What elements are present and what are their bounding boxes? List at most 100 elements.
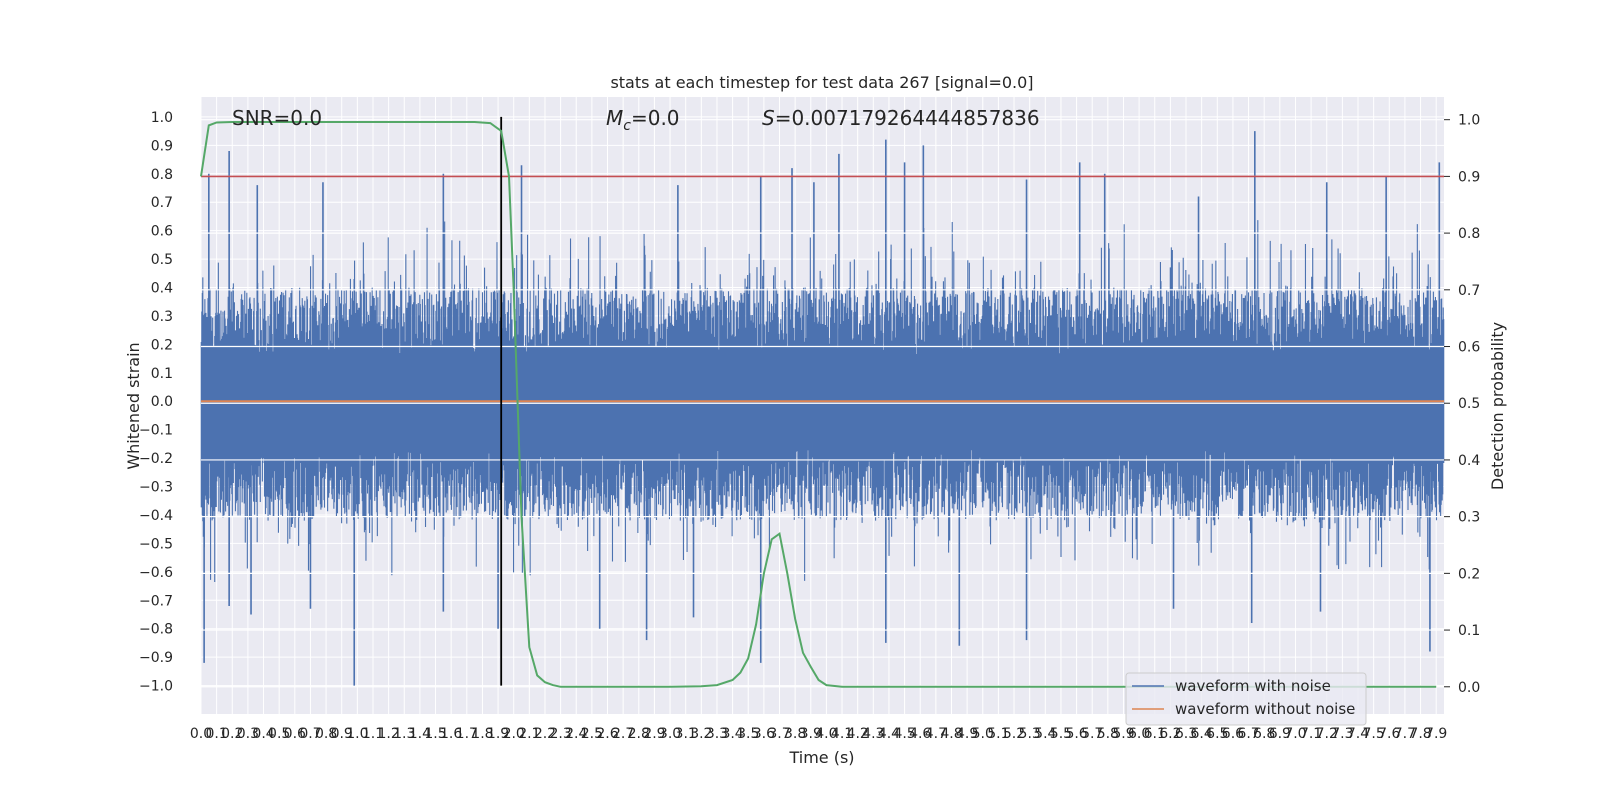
y-tick-label: 0.8 bbox=[151, 167, 173, 183]
right-y-tick-labels: 0.0 0.1 0.2 0.3 0.4 0.5 0.6 0.7 0.8 0.9 1.0 bbox=[1444, 113, 1480, 696]
x-tick-label: 1.1 bbox=[362, 726, 384, 742]
x-tick-label: 1.0 bbox=[346, 726, 368, 742]
x-tick-label: 4.8 bbox=[940, 726, 962, 742]
x-tick-label: 5.5 bbox=[1050, 726, 1072, 742]
right-tick-label: 0.4 bbox=[1458, 453, 1480, 469]
y-tick-labels: −1.0 −0.9 −0.8 −0.7 −0.6 −0.5 −0.4 −0.3 −0.2 −0.1… bbox=[139, 110, 173, 695]
x-tick-label: 7.0 bbox=[1284, 726, 1306, 742]
x-tick-label: 7.4 bbox=[1347, 726, 1369, 742]
y-tick-label: 0.5 bbox=[151, 252, 173, 268]
x-tick-label: 0.0 bbox=[190, 726, 212, 742]
x-tick-label: 2.5 bbox=[581, 726, 603, 742]
x-tick-label: 5.0 bbox=[972, 726, 994, 742]
x-tick-label: 3.3 bbox=[706, 726, 728, 742]
y-tick-label: −0.7 bbox=[139, 593, 173, 609]
x-tick-label: 1.3 bbox=[393, 726, 415, 742]
x-tick-label: 7.5 bbox=[1363, 726, 1385, 742]
y-tick-label: −0.9 bbox=[139, 650, 173, 666]
x-tick-label: 2.1 bbox=[518, 726, 540, 742]
y-tick-label: 0.4 bbox=[151, 281, 173, 297]
x-tick-label: 6.2 bbox=[1159, 726, 1181, 742]
right-tick-label: 0.0 bbox=[1458, 680, 1480, 696]
waveform-with-noise-series bbox=[200, 131, 1445, 686]
mc-symbol: M bbox=[606, 106, 623, 130]
x-tick-label: 1.7 bbox=[456, 726, 478, 742]
x-tick-label: 5.9 bbox=[1112, 726, 1134, 742]
detection-probability-line bbox=[200, 121, 1437, 688]
y-tick-label: 0.0 bbox=[151, 394, 173, 410]
x-tick-label: 5.1 bbox=[987, 726, 1009, 742]
x-tick-label: 0.7 bbox=[299, 726, 321, 742]
x-tick-label: 7.3 bbox=[1331, 726, 1353, 742]
x-tick-label: 4.2 bbox=[847, 726, 869, 742]
x-tick-label: 0.6 bbox=[284, 726, 306, 742]
x-tick-label: 3.0 bbox=[659, 726, 681, 742]
x-tick-label: 2.9 bbox=[643, 726, 665, 742]
x-tick-label: 6.7 bbox=[1237, 726, 1259, 742]
x-tick-label: 1.2 bbox=[377, 726, 399, 742]
x-tick-label: 6.8 bbox=[1253, 726, 1275, 742]
y-tick-label: 0.2 bbox=[151, 337, 173, 353]
x-tick-label: 4.9 bbox=[956, 726, 978, 742]
x-tick-label: 0.5 bbox=[268, 726, 290, 742]
x-tick-label: 3.1 bbox=[675, 726, 697, 742]
snr-annotation: SNR=0.0 bbox=[232, 106, 322, 130]
x-tick-label: 4.6 bbox=[909, 726, 931, 742]
x-tick-label: 7.6 bbox=[1378, 726, 1400, 742]
x-tick-label: 1.5 bbox=[424, 726, 446, 742]
right-tick-label: 0.2 bbox=[1458, 566, 1480, 582]
x-tick-label: 0.8 bbox=[315, 726, 337, 742]
chirp-mass-annotation: Mc=0.0 bbox=[606, 106, 680, 134]
y-tick-label: −0.4 bbox=[139, 508, 173, 524]
y-tick-label: −0.6 bbox=[139, 565, 173, 581]
x-tick-label: 1.6 bbox=[440, 726, 462, 742]
right-tick-label: 0.5 bbox=[1458, 396, 1480, 412]
x-tick-label: 5.4 bbox=[1034, 726, 1056, 742]
x-tick-label: 6.9 bbox=[1269, 726, 1291, 742]
x-tick-label: 4.5 bbox=[893, 726, 915, 742]
chart-title: stats at each timestep for test data 267… bbox=[610, 73, 1033, 92]
x-tick-label: 0.4 bbox=[252, 726, 274, 742]
x-axis-label: Time (s) bbox=[788, 748, 854, 767]
x-tick-label: 4.1 bbox=[831, 726, 853, 742]
x-tick-label: 2.0 bbox=[503, 726, 525, 742]
x-tick-label: 0.9 bbox=[331, 726, 353, 742]
y-tick-label: −0.1 bbox=[139, 423, 173, 439]
x-tick-label: 5.7 bbox=[1081, 726, 1103, 742]
right-tick-label: 0.9 bbox=[1458, 169, 1480, 185]
x-tick-label: 3.5 bbox=[737, 726, 759, 742]
y-tick-label: 0.7 bbox=[151, 195, 173, 211]
y-axis-label: Whitened strain bbox=[124, 342, 143, 469]
s-value: =0.007179264444857836 bbox=[775, 106, 1040, 130]
y-tick-label: 0.9 bbox=[151, 138, 173, 154]
x-tick-label: 5.6 bbox=[1065, 726, 1087, 742]
x-tick-label: 6.5 bbox=[1206, 726, 1228, 742]
x-tick-label: 7.2 bbox=[1316, 726, 1338, 742]
right-tick-label: 0.8 bbox=[1458, 226, 1480, 242]
x-tick-label: 6.3 bbox=[1175, 726, 1197, 742]
x-tick-label: 5.3 bbox=[1019, 726, 1041, 742]
y-tick-label: 0.1 bbox=[151, 366, 173, 382]
x-tick-label: 2.6 bbox=[596, 726, 618, 742]
x-tick-label: 2.8 bbox=[628, 726, 650, 742]
right-tick-label: 0.1 bbox=[1458, 623, 1480, 639]
y-tick-label: 0.6 bbox=[151, 224, 173, 240]
x-tick-label: 1.9 bbox=[487, 726, 509, 742]
y-tick-label: −0.3 bbox=[139, 480, 173, 496]
x-tick-label: 2.4 bbox=[565, 726, 587, 742]
y-tick-label: −0.2 bbox=[139, 451, 173, 467]
x-tick-label: 3.4 bbox=[721, 726, 743, 742]
x-tick-label: 1.4 bbox=[409, 726, 431, 742]
x-tick-label: 3.2 bbox=[690, 726, 712, 742]
x-tick-label: 0.3 bbox=[237, 726, 259, 742]
s-symbol: S bbox=[762, 106, 775, 130]
right-tick-label: 1.0 bbox=[1458, 113, 1480, 129]
right-tick-label: 0.3 bbox=[1458, 510, 1480, 526]
x-tick-label: 2.7 bbox=[612, 726, 634, 742]
x-tick-label: 6.1 bbox=[1144, 726, 1166, 742]
right-tick-label: 0.6 bbox=[1458, 340, 1480, 356]
x-tick-labels: 0.00.10.20.30.40.50.60.70.80.91.01.11.21… bbox=[190, 726, 1447, 742]
x-tick-label: 7.8 bbox=[1409, 726, 1431, 742]
x-tick-label: 7.1 bbox=[1300, 726, 1322, 742]
